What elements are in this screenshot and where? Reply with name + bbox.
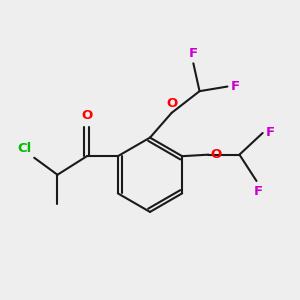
Text: F: F	[189, 47, 198, 60]
Text: O: O	[166, 98, 177, 110]
Text: O: O	[210, 148, 221, 161]
Text: F: F	[254, 185, 262, 198]
Text: F: F	[266, 127, 275, 140]
Text: Cl: Cl	[17, 142, 31, 155]
Text: F: F	[230, 80, 240, 93]
Text: O: O	[81, 109, 92, 122]
